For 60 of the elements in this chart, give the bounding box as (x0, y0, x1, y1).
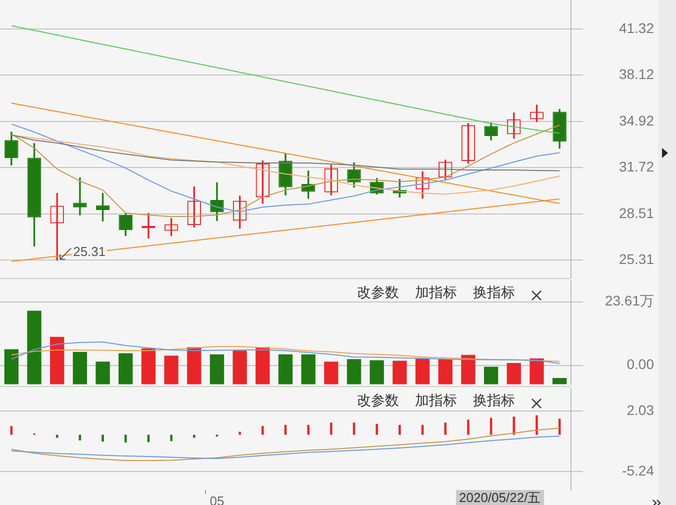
bar (141, 348, 156, 384)
y-tick-label: 23.61万 (604, 292, 654, 309)
bar (398, 424, 401, 435)
bar (307, 424, 310, 435)
bar (4, 349, 18, 384)
y-tick-label: 31.72 (618, 158, 654, 175)
bar (164, 356, 178, 384)
bar (376, 424, 378, 435)
y-tick-label: 2.03 (626, 402, 654, 418)
bar (10, 426, 13, 435)
bar (72, 352, 88, 384)
y-tick-label: 38.12 (618, 66, 654, 82)
annotation: 2020/05/22/五 (456, 490, 544, 505)
y-tick-label: 41.32 (618, 20, 654, 36)
annotation: 改参数 (357, 392, 399, 410)
y-tick-label: 34.92 (618, 112, 654, 128)
annotation: 加指标 (415, 284, 457, 302)
bar (102, 434, 104, 442)
bar (27, 310, 42, 384)
bar (262, 426, 264, 435)
candlestick (142, 212, 156, 238)
bar (415, 358, 430, 384)
bar (467, 420, 470, 435)
bar (536, 415, 538, 435)
annotation: 25.31 (73, 244, 106, 259)
bar (484, 366, 498, 384)
bar (256, 347, 270, 384)
bar (187, 347, 202, 384)
bar (50, 336, 64, 384)
bar (124, 434, 127, 442)
bar (392, 360, 407, 384)
bar (352, 422, 356, 435)
y-tick-label: 0.00 (626, 356, 654, 372)
bar (238, 432, 241, 435)
bar (461, 354, 476, 384)
bar (530, 358, 544, 384)
bar (506, 362, 521, 384)
y-tick-label: -5.24 (622, 462, 654, 478)
annotation: 改参数 (357, 284, 399, 302)
bar (278, 354, 293, 384)
y-tick-label: 25.31 (618, 251, 654, 268)
bar (118, 353, 133, 384)
bar (210, 354, 224, 384)
annotation: 换指标 (473, 392, 515, 410)
bar (330, 422, 332, 435)
bar (370, 360, 384, 384)
annotation: 换指标 (473, 284, 515, 302)
bar (324, 362, 338, 384)
y-tick-label: 28.51 (618, 204, 654, 221)
bar (444, 422, 447, 435)
bar (438, 359, 452, 384)
bar (346, 359, 362, 384)
candlestick (73, 177, 87, 216)
bar (96, 362, 110, 384)
bar (193, 434, 196, 438)
bar (232, 350, 247, 384)
annotation: 加指标 (415, 392, 457, 410)
bar (301, 354, 316, 384)
bar (552, 378, 567, 384)
bar (170, 434, 172, 442)
